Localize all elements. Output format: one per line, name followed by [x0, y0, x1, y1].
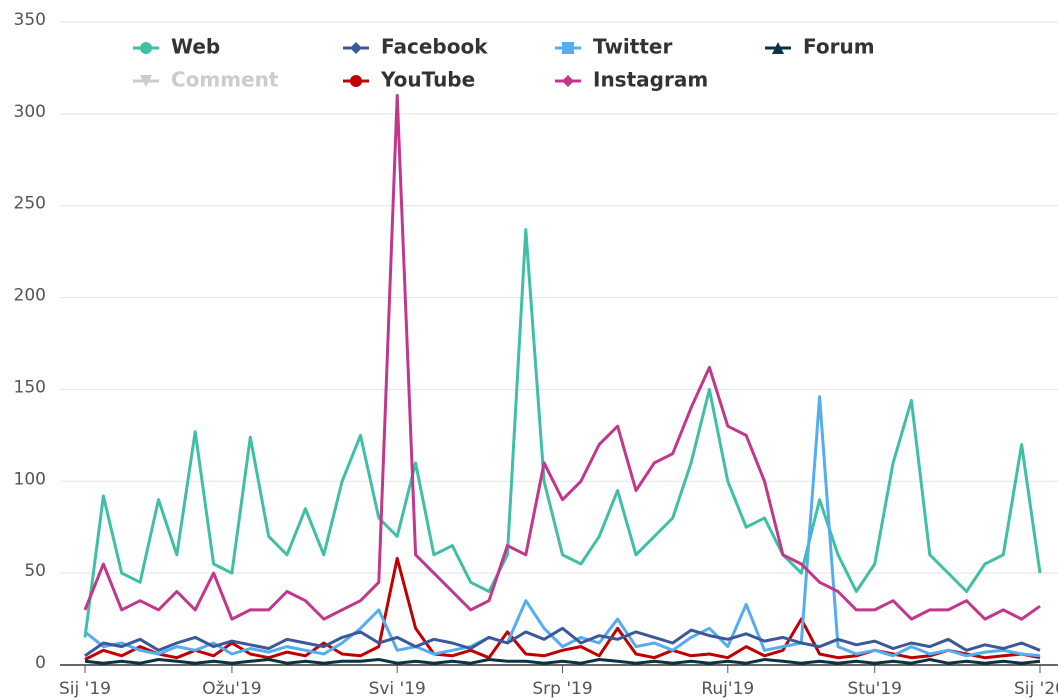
legend-marker — [772, 42, 784, 54]
series-line — [83, 94, 1041, 621]
legend-item[interactable]: Comment — [133, 68, 279, 92]
legend-label: Instagram — [593, 68, 708, 92]
y-tick-label: 200 — [14, 286, 46, 306]
y-tick-label: 150 — [14, 377, 46, 397]
x-tick-label: Sij '19 — [59, 679, 111, 699]
y-tick-label: 300 — [14, 102, 46, 122]
x-tick-label: Ožu'19 — [202, 679, 261, 699]
y-tick-label: 350 — [14, 10, 46, 30]
legend-item[interactable]: Web — [133, 35, 220, 59]
x-tick-label: Sij '20 — [1014, 679, 1058, 699]
legend-marker — [562, 42, 574, 54]
legend-item[interactable]: YouTube — [343, 68, 475, 92]
y-tick-label: 250 — [14, 194, 46, 214]
legend-label: Facebook — [381, 35, 488, 59]
legend-marker — [350, 42, 362, 54]
y-tick-label: 100 — [14, 469, 46, 489]
legend-label: Twitter — [593, 35, 672, 59]
legend-marker — [350, 75, 362, 87]
legend-marker — [140, 42, 152, 54]
y-tick-label: 0 — [35, 653, 46, 673]
legend-label: Comment — [171, 68, 279, 92]
legend-item[interactable]: Twitter — [555, 35, 672, 59]
y-tick-label: 50 — [24, 561, 46, 581]
series-line — [84, 658, 1041, 665]
legend-item[interactable]: Facebook — [343, 35, 488, 59]
legend-item[interactable]: Instagram — [555, 68, 708, 92]
series-line — [83, 228, 1042, 638]
legend-item[interactable]: Forum — [765, 35, 875, 59]
series-line — [84, 395, 1041, 658]
legend-label: Forum — [803, 35, 875, 59]
series-line — [84, 626, 1041, 658]
legend-marker — [140, 75, 152, 87]
legend-label: YouTube — [380, 68, 475, 92]
x-tick-label: Stu'19 — [847, 679, 902, 699]
legend-label: Web — [171, 35, 220, 59]
x-tick-label: Srp '19 — [532, 679, 592, 699]
x-tick-label: Ruj'19 — [701, 679, 754, 699]
legend-marker — [562, 75, 574, 87]
x-tick-label: Svi '19 — [369, 679, 426, 699]
